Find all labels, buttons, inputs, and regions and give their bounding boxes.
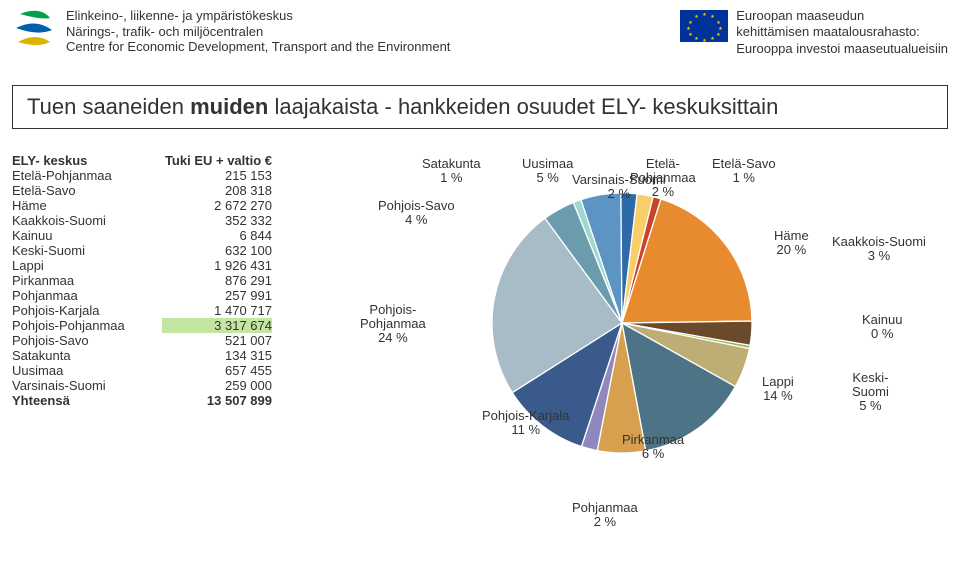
ely-logo-icon	[12, 8, 56, 52]
table-row: Keski-Suomi632 100	[12, 243, 312, 258]
table-row: Pohjanmaa257 991	[12, 288, 312, 303]
funding-table: ELY- keskus Tuki EU + valtio € Etelä-Poh…	[12, 153, 312, 408]
page-header: Elinkeino-, liikenne- ja ympäristökeskus…	[0, 0, 960, 61]
cell-region: Häme	[12, 198, 162, 213]
cell-value: 1 470 717	[162, 303, 272, 318]
th-value: Tuki EU + valtio €	[162, 153, 272, 168]
org-line-1: Elinkeino-, liikenne- ja ympäristökeskus	[66, 8, 680, 24]
table-row: Satakunta134 315	[12, 348, 312, 363]
pie-label-pirkanmaa: Pirkanmaa6 %	[622, 433, 684, 462]
pie-label-keski-suomi: Keski-Suomi5 %	[852, 371, 889, 414]
pie-label-pohjanmaa: Pohjanmaa2 %	[572, 501, 638, 530]
cell-value: 1 926 431	[162, 258, 272, 273]
pie-label-etel-pohjanmaa: Etelä-Pohjanmaa2 %	[630, 157, 696, 200]
cell-value: 259 000	[162, 378, 272, 393]
table-row: Varsinais-Suomi259 000	[12, 378, 312, 393]
total-label: Yhteensä	[12, 393, 162, 408]
cell-value: 3 317 674	[162, 318, 272, 333]
content-row: ELY- keskus Tuki EU + valtio € Etelä-Poh…	[0, 129, 960, 513]
title-part-1: Tuen saaneiden	[27, 94, 190, 119]
org-line-3: Centre for Economic Development, Transpo…	[66, 39, 680, 55]
table-row: Häme2 672 270	[12, 198, 312, 213]
pie-label-kainuu: Kainuu0 %	[862, 313, 902, 342]
table-row: Pohjois-Karjala1 470 717	[12, 303, 312, 318]
th-region: ELY- keskus	[12, 153, 162, 168]
eu-block: ★ ★ ★ ★ ★ ★ ★ ★ ★ ★ ★ ★ Euroopan maaseud…	[680, 8, 948, 57]
cell-value: 521 007	[162, 333, 272, 348]
cell-region: Keski-Suomi	[12, 243, 162, 258]
table-row: Kaakkois-Suomi352 332	[12, 213, 312, 228]
pie-label-h-me: Häme20 %	[774, 229, 809, 258]
pie-label-pohjois-pohjanmaa: Pohjois-Pohjanmaa24 %	[360, 303, 426, 346]
cell-value: 876 291	[162, 273, 272, 288]
pie-label-etel-savo: Etelä-Savo1 %	[712, 157, 776, 186]
pie-label-pohjois-savo: Pohjois-Savo4 %	[378, 199, 455, 228]
pie-label-uusimaa: Uusimaa5 %	[522, 157, 573, 186]
cell-region: Pohjanmaa	[12, 288, 162, 303]
cell-value: 2 672 270	[162, 198, 272, 213]
table-row: Pohjois-Savo521 007	[12, 333, 312, 348]
table-row: Pohjois-Pohjanmaa3 317 674	[12, 318, 312, 333]
table-row: Kainuu6 844	[12, 228, 312, 243]
eu-line-2: kehittämisen maatalousrahasto:	[736, 24, 948, 40]
org-text: Elinkeino-, liikenne- ja ympäristökeskus…	[66, 8, 680, 55]
page-title: Tuen saaneiden muiden laajakaista - hank…	[12, 85, 948, 129]
cell-region: Pirkanmaa	[12, 273, 162, 288]
title-bold: muiden	[190, 94, 268, 119]
cell-value: 6 844	[162, 228, 272, 243]
pie-chart: Satakunta1 %Uusimaa5 %Varsinais-Suomi2 %…	[312, 153, 948, 513]
pie-label-kaakkois-suomi: Kaakkois-Suomi3 %	[832, 235, 926, 264]
cell-value: 215 153	[162, 168, 272, 183]
table-total: Yhteensä 13 507 899	[12, 393, 312, 408]
table-body: Etelä-Pohjanmaa215 153Etelä-Savo208 318H…	[12, 168, 312, 393]
table-row: Uusimaa657 455	[12, 363, 312, 378]
pie-label-lappi: Lappi14 %	[762, 375, 794, 404]
cell-region: Etelä-Pohjanmaa	[12, 168, 162, 183]
total-value: 13 507 899	[162, 393, 272, 408]
eu-flag-icon: ★ ★ ★ ★ ★ ★ ★ ★ ★ ★ ★ ★	[680, 10, 728, 42]
cell-region: Etelä-Savo	[12, 183, 162, 198]
cell-region: Uusimaa	[12, 363, 162, 378]
cell-region: Lappi	[12, 258, 162, 273]
cell-value: 134 315	[162, 348, 272, 363]
cell-region: Pohjois-Karjala	[12, 303, 162, 318]
cell-value: 352 332	[162, 213, 272, 228]
pie-label-pohjois-karjala: Pohjois-Karjala11 %	[482, 409, 569, 438]
title-part-2: laajakaista - hankkeiden osuudet ELY- ke…	[268, 94, 778, 119]
org-line-2: Närings-, trafik- och miljöcentralen	[66, 24, 680, 40]
cell-value: 257 991	[162, 288, 272, 303]
eu-line-3: Eurooppa investoi maaseutualueisiin	[736, 41, 948, 57]
eu-text: Euroopan maaseudun kehittämisen maatalou…	[736, 8, 948, 57]
eu-line-1: Euroopan maaseudun	[736, 8, 948, 24]
cell-region: Kaakkois-Suomi	[12, 213, 162, 228]
cell-region: Varsinais-Suomi	[12, 378, 162, 393]
pie-label-satakunta: Satakunta1 %	[422, 157, 481, 186]
table-row: Etelä-Pohjanmaa215 153	[12, 168, 312, 183]
cell-region: Kainuu	[12, 228, 162, 243]
table-row: Pirkanmaa876 291	[12, 273, 312, 288]
cell-value: 657 455	[162, 363, 272, 378]
cell-region: Pohjois-Savo	[12, 333, 162, 348]
cell-value: 208 318	[162, 183, 272, 198]
table-row: Etelä-Savo208 318	[12, 183, 312, 198]
table-header: ELY- keskus Tuki EU + valtio €	[12, 153, 312, 168]
table-row: Lappi1 926 431	[12, 258, 312, 273]
cell-region: Satakunta	[12, 348, 162, 363]
cell-region: Pohjois-Pohjanmaa	[12, 318, 162, 333]
cell-value: 632 100	[162, 243, 272, 258]
